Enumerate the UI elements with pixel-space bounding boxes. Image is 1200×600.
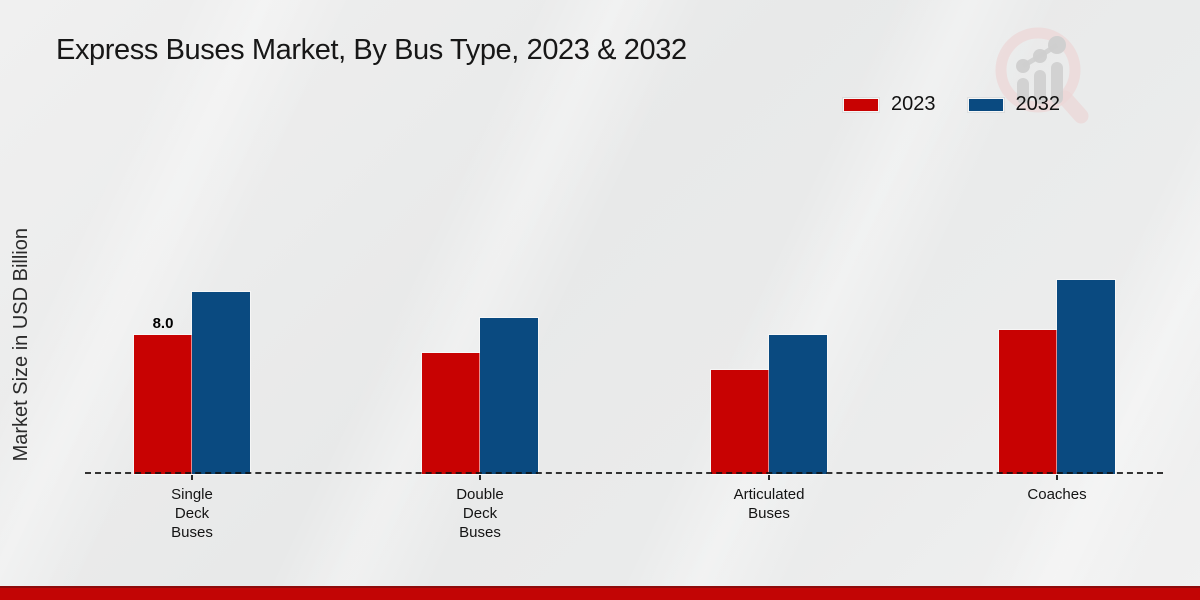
bar-value-label: 8.0 <box>152 315 174 332</box>
chart-legend: 2023 2032 <box>843 93 1060 116</box>
bar-2023-articulated-buses <box>710 369 770 475</box>
x-axis-tick <box>1056 475 1058 480</box>
footer-accent-bar <box>0 586 1200 600</box>
bar-2032-single-deck-buses <box>191 291 251 475</box>
bar-2023-single-deck-buses: 8.0 <box>133 315 193 475</box>
bar-2023-double-deck-buses <box>421 352 481 475</box>
plot-area: 8.0 Single Deck Buses Double Deck Buses Articul… <box>85 179 1163 541</box>
legend-item-2032: 2032 <box>967 93 1061 116</box>
bar-group-double-deck-buses <box>421 179 539 475</box>
category-label-articulated-buses: Articulated Buses <box>733 486 805 522</box>
legend-swatch-icon <box>967 97 1004 112</box>
x-axis-tick <box>191 475 193 480</box>
bar-group-coaches <box>998 179 1116 475</box>
x-axis-tick <box>479 475 481 480</box>
legend-item-2023: 2023 <box>843 93 936 116</box>
category-label-coaches: Coaches <box>1027 486 1087 503</box>
bar-2032-double-deck-buses <box>479 317 539 475</box>
legend-label: 2032 <box>1015 93 1061 115</box>
x-axis-tick <box>768 475 770 480</box>
x-axis-baseline <box>85 472 1163 474</box>
bar-2032-articulated-buses <box>768 334 828 475</box>
legend-label: 2023 <box>891 93 936 115</box>
y-axis-label-container: Market Size in USD Billion <box>4 165 38 525</box>
category-label-single-deck-buses: Single Deck Buses <box>171 486 213 541</box>
chart-title: Express Buses Market, By Bus Type, 2023 … <box>56 34 687 66</box>
bar-group-articulated-buses <box>710 179 828 475</box>
category-label-double-deck-buses: Double Deck Buses <box>456 486 504 541</box>
legend-swatch-icon <box>843 97 879 112</box>
magnifier-bar-chart-logo-icon <box>995 27 1089 124</box>
bar-2023-coaches <box>998 329 1058 475</box>
bar-2032-coaches <box>1056 279 1116 475</box>
y-axis-label: Market Size in USD Billion <box>9 228 32 462</box>
bar-group-single-deck-buses: 8.0 <box>133 179 251 475</box>
